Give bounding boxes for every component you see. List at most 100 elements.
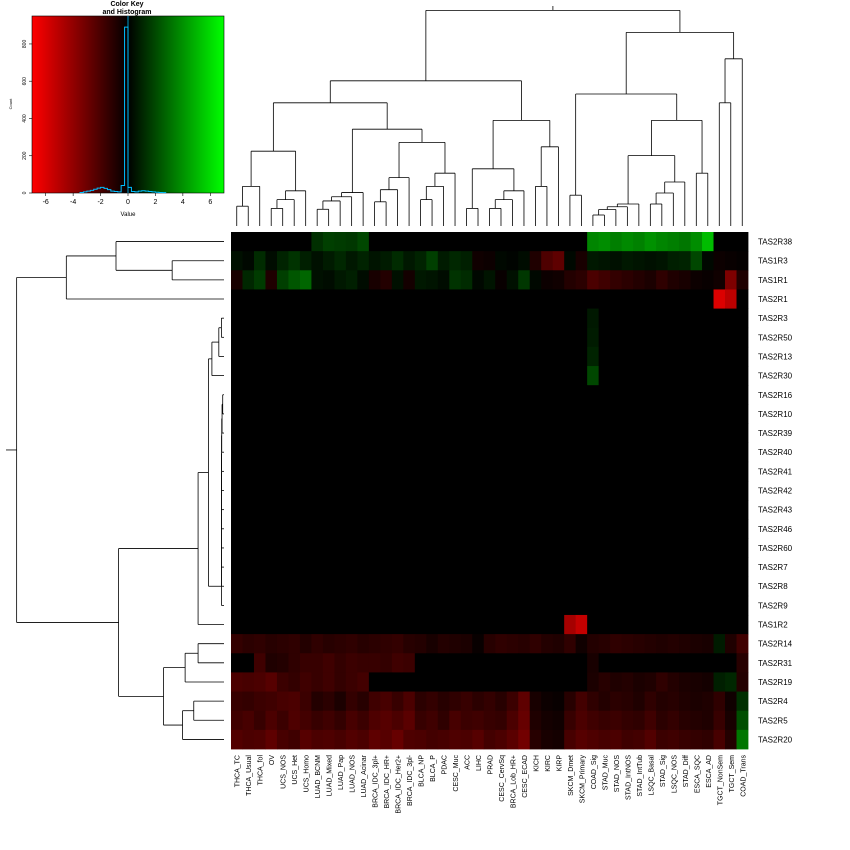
column-label: BRCA_Lob_HR+ bbox=[510, 755, 517, 808]
heatmap-cell bbox=[391, 232, 404, 252]
heatmap-cell bbox=[368, 404, 381, 424]
heatmap-cell bbox=[472, 366, 485, 386]
heatmap-cell bbox=[679, 557, 691, 578]
heatmap-cell bbox=[656, 270, 668, 290]
heatmap-cell bbox=[414, 308, 427, 329]
heatmap-cell bbox=[357, 346, 370, 367]
heatmap-cell bbox=[552, 576, 565, 597]
heatmap-cell bbox=[231, 691, 243, 712]
heatmap-cell bbox=[587, 672, 600, 692]
heatmap-cell bbox=[679, 538, 691, 558]
heatmap-cell bbox=[506, 423, 519, 444]
heatmap-cell bbox=[564, 423, 577, 444]
heatmap-cell bbox=[575, 232, 588, 252]
heatmap-cell bbox=[357, 385, 370, 405]
heatmap-cell bbox=[380, 729, 393, 750]
column-label: ESCA_SQC bbox=[694, 755, 701, 793]
key-xtick-label: -2 bbox=[97, 199, 103, 206]
heatmap-cell bbox=[426, 308, 439, 329]
heatmap-cell bbox=[472, 672, 485, 692]
heatmap-cell bbox=[633, 480, 645, 501]
heatmap-cell bbox=[713, 423, 726, 444]
heatmap-cell bbox=[598, 614, 611, 635]
heatmap-cell bbox=[552, 634, 565, 654]
heatmap-cell bbox=[690, 538, 703, 558]
heatmap-cell bbox=[736, 366, 749, 386]
heatmap-cell bbox=[322, 346, 335, 367]
heatmap-cell bbox=[311, 385, 324, 405]
heatmap-cell bbox=[552, 614, 565, 635]
heatmap-cell bbox=[345, 232, 358, 252]
heatmap-cell bbox=[242, 557, 255, 578]
heatmap-cell bbox=[506, 251, 519, 271]
column-label: KIRP bbox=[556, 755, 563, 772]
heatmap-cell bbox=[322, 270, 335, 290]
heatmap-cell bbox=[368, 251, 381, 271]
heatmap-cell bbox=[253, 461, 266, 482]
heatmap-cell bbox=[276, 308, 289, 329]
row-label: TAS2R8 bbox=[758, 582, 788, 591]
heatmap-cell bbox=[288, 729, 301, 750]
heatmap-cell bbox=[564, 461, 577, 482]
heatmap-cell bbox=[541, 308, 554, 329]
heatmap-cell bbox=[265, 653, 278, 673]
heatmap-cell bbox=[667, 576, 680, 597]
heatmap-cell bbox=[437, 461, 450, 482]
heatmap-cell bbox=[426, 327, 439, 348]
heatmap-cell bbox=[702, 614, 714, 635]
heatmap-cell bbox=[472, 385, 485, 405]
heatmap-cell bbox=[690, 404, 703, 424]
row-label: TAS2R30 bbox=[758, 372, 793, 381]
heatmap-cell bbox=[518, 346, 531, 367]
heatmap-cell bbox=[276, 576, 289, 597]
heatmap-cell bbox=[414, 653, 427, 673]
heatmap-cell bbox=[437, 251, 450, 271]
heatmap-cell bbox=[334, 270, 347, 290]
heatmap-cell bbox=[460, 557, 473, 578]
key-xtick-label: -4 bbox=[70, 199, 76, 206]
heatmap-cell bbox=[495, 442, 508, 463]
heatmap-cell bbox=[506, 634, 519, 654]
heatmap-cell bbox=[598, 634, 611, 654]
heatmap-cell bbox=[460, 289, 473, 309]
heatmap-cell bbox=[690, 576, 703, 597]
column-label: THCA_fol bbox=[258, 755, 265, 786]
heatmap-cell bbox=[403, 672, 416, 692]
row-label: TAS1R1 bbox=[758, 276, 788, 285]
heatmap-cell bbox=[587, 614, 600, 635]
heatmap-cell bbox=[322, 461, 335, 482]
row-label: TAS2R42 bbox=[758, 487, 793, 496]
heatmap-cell bbox=[529, 308, 542, 329]
heatmap-cell bbox=[380, 366, 393, 386]
heatmap-cell bbox=[368, 385, 381, 405]
heatmap-cell bbox=[334, 289, 347, 309]
heatmap-cell bbox=[276, 327, 289, 348]
heatmap-cell bbox=[380, 614, 393, 635]
heatmap-cell bbox=[460, 634, 473, 654]
heatmap-cell bbox=[334, 251, 347, 271]
heatmap-cell bbox=[357, 519, 370, 539]
heatmap-cell bbox=[242, 634, 255, 654]
heatmap-cell bbox=[242, 729, 255, 750]
heatmap-cell bbox=[242, 404, 255, 424]
heatmap-cell bbox=[231, 595, 243, 616]
heatmap-cell bbox=[322, 729, 335, 750]
heatmap-cell bbox=[541, 557, 554, 578]
heatmap-cell bbox=[334, 423, 347, 444]
heatmap-cell bbox=[529, 614, 542, 635]
column-label: SKCM_Primary bbox=[579, 755, 586, 804]
heatmap-cell bbox=[598, 289, 611, 309]
heatmap-cell bbox=[529, 251, 542, 271]
heatmap-cell bbox=[460, 576, 473, 597]
heatmap-cell bbox=[679, 308, 691, 329]
heatmap-cell bbox=[414, 346, 427, 367]
heatmap-cell bbox=[736, 404, 749, 424]
heatmap-cell bbox=[483, 538, 496, 558]
heatmap-cell bbox=[518, 576, 531, 597]
heatmap-cell bbox=[483, 251, 496, 271]
heatmap-cell bbox=[529, 404, 542, 424]
heatmap-cell bbox=[587, 366, 600, 386]
heatmap-cell bbox=[495, 519, 508, 539]
heatmap-cell bbox=[242, 672, 255, 692]
heatmap-cell bbox=[334, 232, 347, 252]
